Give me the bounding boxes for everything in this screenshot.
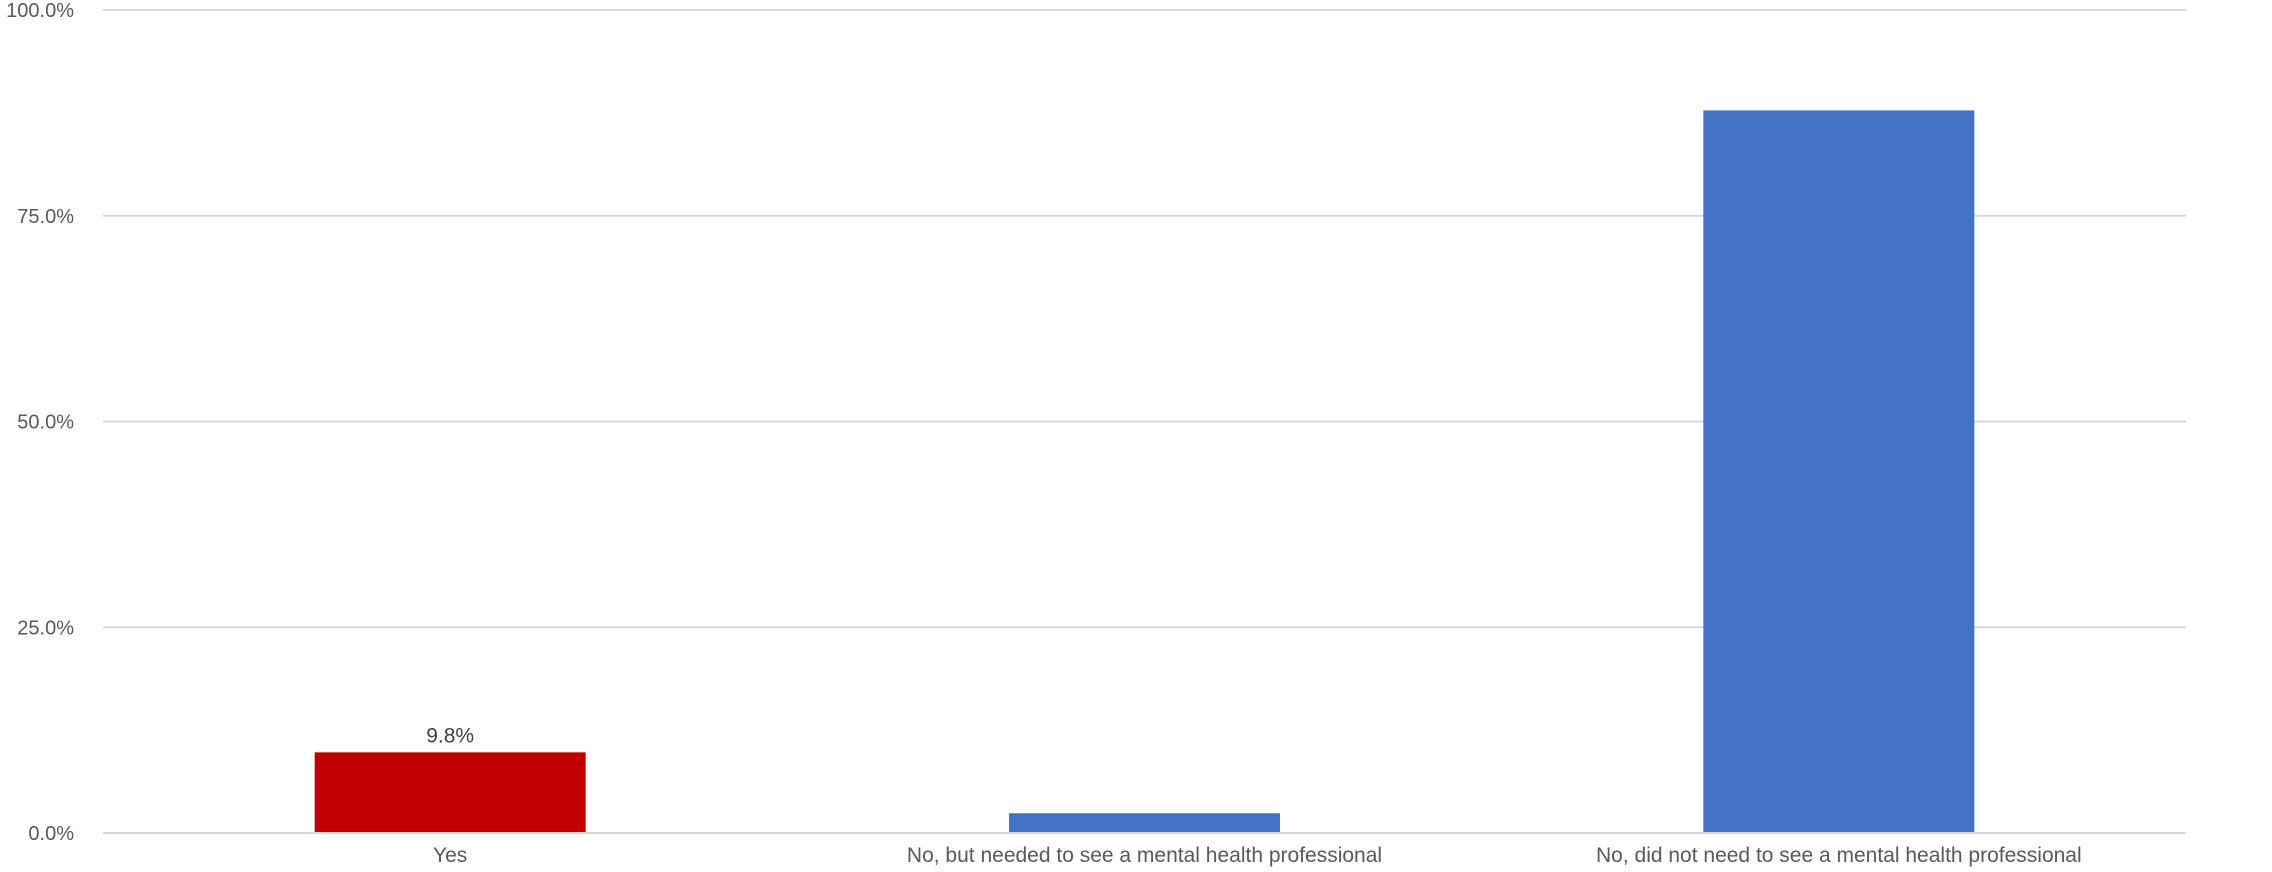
bar (314, 752, 586, 833)
bar (1703, 110, 1975, 833)
bars (314, 110, 1975, 833)
y-tick-label: 25.0% (17, 617, 74, 639)
y-tick-label: 0.0% (28, 823, 74, 845)
y-tick-label: 75.0% (17, 206, 74, 228)
y-tick-label: 50.0% (17, 412, 74, 434)
labels: 0.0% 25.0% 50.0% 75.0% 100.0% Yes 9.8% No, but … (6, 0, 2082, 867)
bar (1009, 813, 1280, 833)
bar-data-label: 9.8% (426, 724, 474, 747)
x-category-label: No, but needed to see a mental health pr… (907, 844, 1382, 867)
x-category-label: No, did not need to see a mental health … (1596, 844, 2082, 867)
y-tick-label: 100.0% (6, 0, 74, 22)
x-category-label: Yes (433, 844, 467, 867)
